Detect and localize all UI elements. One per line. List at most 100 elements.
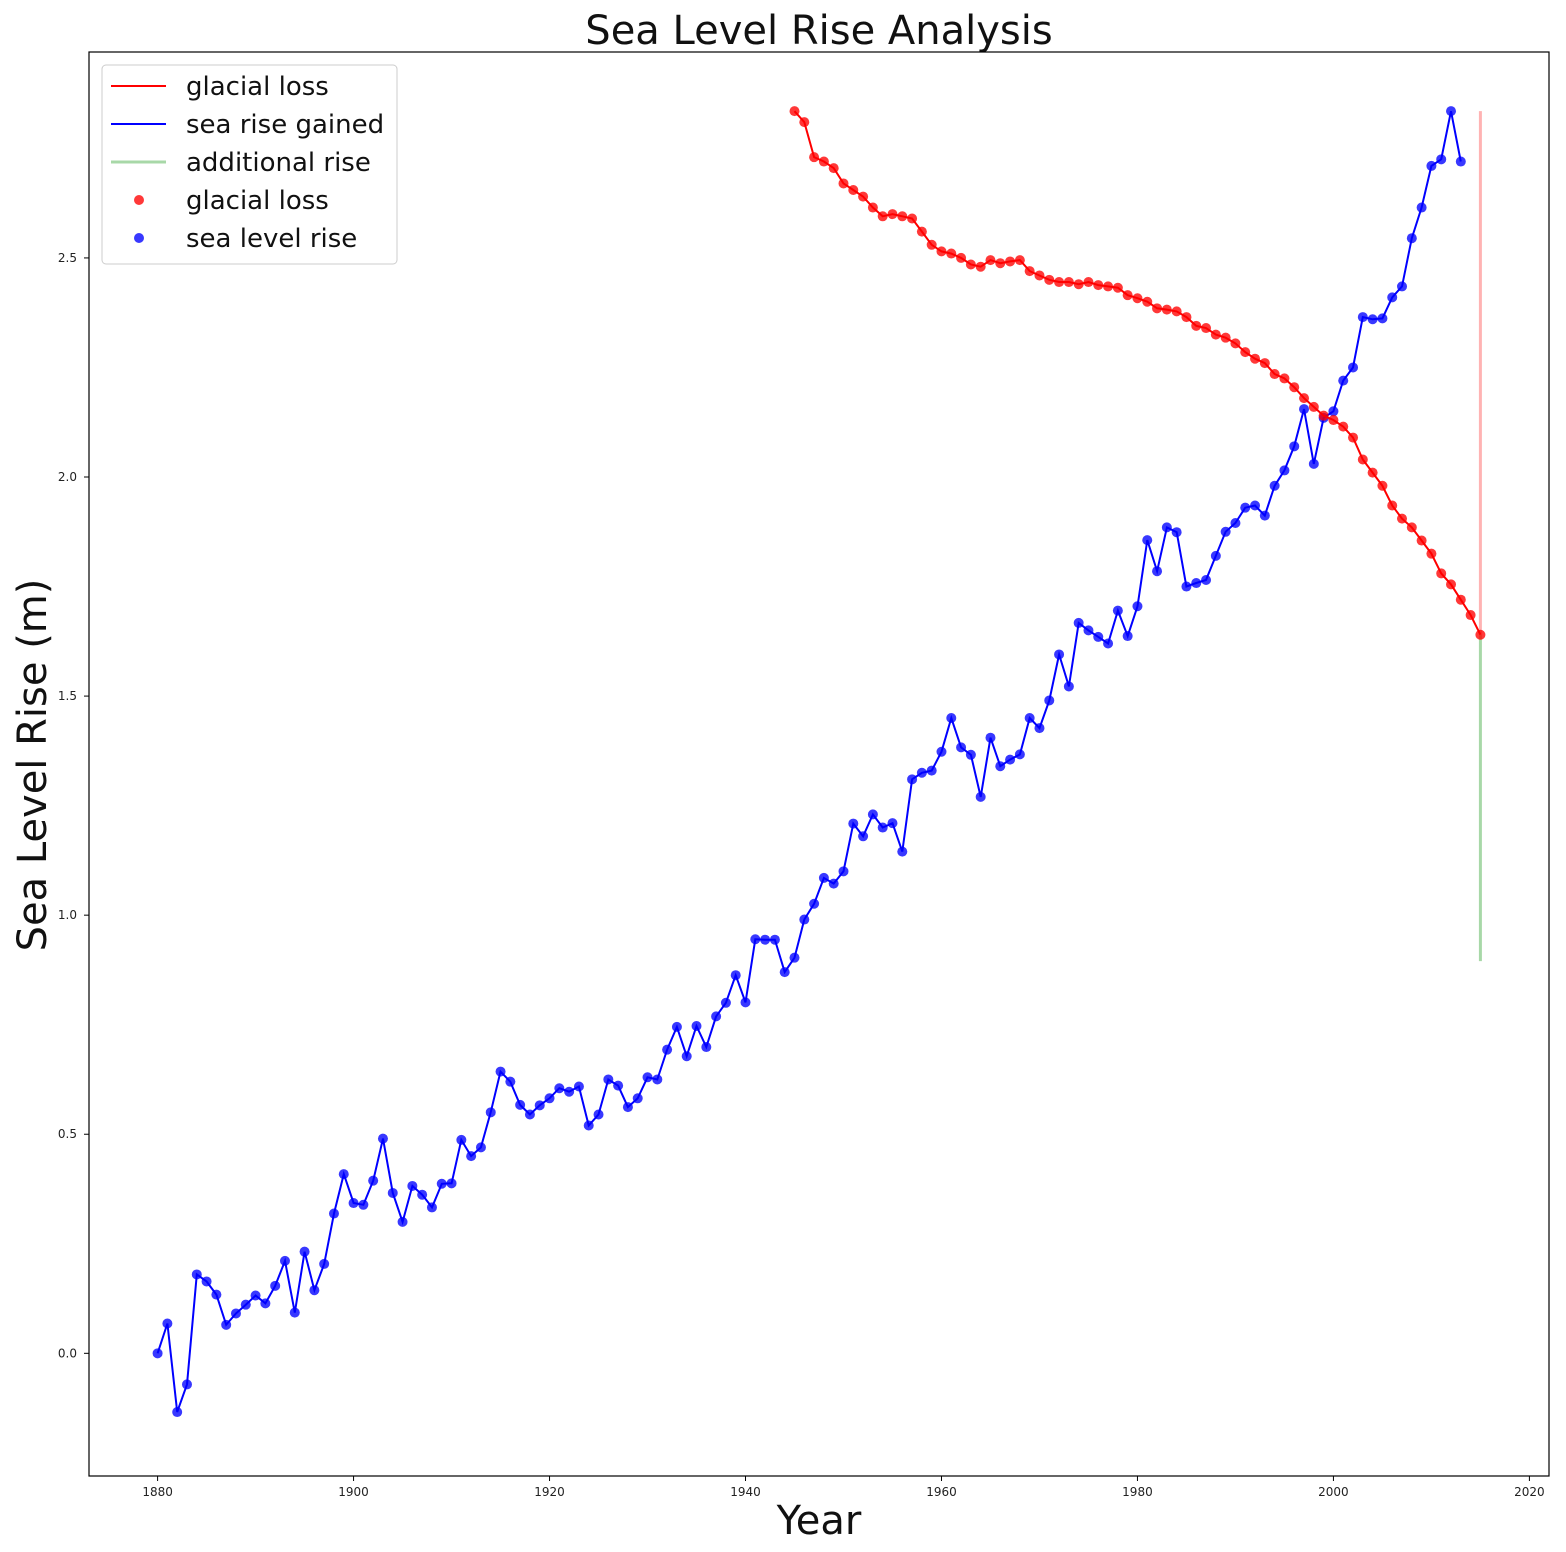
sea-level-rise-point: [1455, 156, 1466, 167]
legend-label: glacial loss: [186, 72, 329, 102]
glacial-loss-point: [848, 185, 859, 196]
glacial-loss-point: [877, 211, 888, 222]
sea-level-rise-point: [1397, 281, 1408, 292]
glacial-loss-point: [1455, 594, 1466, 605]
sea-level-rise-point: [152, 1348, 163, 1359]
sea-level-rise-point: [1112, 605, 1123, 616]
sea-level-rise-point: [397, 1216, 408, 1227]
sea-level-rise-point: [867, 809, 878, 820]
sea-level-rise-point: [1210, 550, 1221, 561]
sea-level-rise-point: [1289, 441, 1300, 452]
sea-level-rise-point: [1132, 601, 1143, 612]
glacial-loss-point: [818, 156, 829, 167]
sea-level-rise-point: [466, 1151, 477, 1162]
sea-level-rise-point: [760, 934, 771, 945]
sea-level-rise-point: [995, 761, 1006, 772]
sea-level-rise-point: [750, 934, 761, 945]
sea-level-rise-point: [1220, 526, 1231, 537]
legend-box: [101, 64, 398, 265]
sea-level-rise-point: [848, 818, 859, 829]
sea-level-rise-point: [799, 914, 810, 925]
sea-level-rise-point: [1279, 465, 1290, 476]
glacial-loss-point: [897, 211, 908, 222]
glacial-loss-point: [1299, 393, 1310, 404]
sea-level-rise-point: [1377, 313, 1388, 324]
sea-level-rise-point: [417, 1189, 428, 1200]
sea-level-rise-point: [622, 1102, 633, 1113]
glacial-loss-point: [995, 258, 1006, 269]
sea-level-rise-point: [1240, 502, 1251, 513]
sea-level-rise-point: [524, 1109, 535, 1120]
sea-level-rise-point: [1308, 458, 1319, 469]
chart-title: Sea Level Rise Analysis: [585, 8, 1052, 54]
sea-level-rise-point: [769, 934, 780, 945]
sea-level-rise-point: [975, 791, 986, 802]
sea-level-rise-point: [809, 898, 820, 909]
sea-level-rise-point: [1063, 681, 1074, 692]
sea-level-rise-point: [211, 1289, 222, 1300]
sea-level-rise-point: [828, 878, 839, 889]
plot-marks: [152, 106, 1486, 1418]
sea-level-rise-point: [858, 831, 869, 842]
sea-level-rise-point: [289, 1307, 300, 1318]
glacial-loss-point: [1044, 274, 1055, 285]
x-tick-label: 2020: [1514, 1485, 1545, 1499]
sea-level-rise-point: [1259, 510, 1270, 521]
sea-level-rise-point: [250, 1290, 261, 1301]
x-tick-label: 1880: [142, 1485, 173, 1499]
sea-level-rise-point: [907, 774, 918, 785]
glacial-loss-point: [1465, 610, 1476, 621]
sea-level-rise-point: [260, 1298, 271, 1309]
y-tick-label: 2.5: [58, 251, 77, 265]
sea-level-rise-point: [279, 1255, 290, 1266]
glacial-loss-point: [1416, 535, 1427, 546]
sea-level-rise-point: [1416, 202, 1427, 213]
glacial-loss-point: [1191, 320, 1202, 331]
sea-level-rise-point: [1054, 649, 1065, 660]
glacial-loss-point: [1073, 279, 1084, 290]
glacial-loss-point: [1397, 513, 1408, 524]
sea-level-rise-point: [240, 1299, 251, 1310]
sea-level-rise-point: [534, 1100, 545, 1111]
sea-level-rise-point: [985, 732, 996, 743]
y-tick-label: 1.0: [58, 908, 77, 922]
glacial-loss-point: [1083, 277, 1094, 288]
sea-level-rise-point: [1024, 712, 1035, 723]
sea-level-rise-point: [1034, 723, 1045, 734]
sea-level-rise-point: [309, 1285, 320, 1296]
sea-level-rise-point: [270, 1280, 281, 1291]
glacial-loss-point: [789, 106, 800, 117]
sea-level-rise-point: [671, 1021, 682, 1032]
sea-level-rise-point: [916, 767, 927, 778]
sea-level-rise-point: [887, 818, 898, 829]
sea-level-rise-point: [662, 1044, 673, 1055]
sea-level-rise-point: [299, 1246, 310, 1257]
x-tick-label: 1920: [534, 1485, 565, 1499]
sea-level-rise-point: [1338, 375, 1349, 386]
sea-level-rise-point: [1367, 314, 1378, 325]
y-tick-label: 2.0: [58, 470, 77, 484]
sea-level-rise-point: [946, 712, 957, 723]
glacial-loss-point: [1377, 480, 1388, 491]
sea-level-rise-point: [730, 970, 741, 981]
glacial-loss-point: [838, 178, 849, 189]
glacial-loss-point: [1269, 369, 1280, 380]
sea-level-rise-point: [181, 1379, 192, 1390]
glacial-loss-point: [1279, 373, 1290, 384]
sea-level-rise-point: [926, 765, 937, 776]
sea-level-rise-point: [436, 1178, 447, 1189]
sea-level-rise-point: [191, 1269, 202, 1280]
sea-level-rise-point: [838, 866, 849, 877]
glacial-loss-point: [1240, 347, 1251, 358]
sea-level-rise-point: [1093, 631, 1104, 642]
sea-level-rise-point: [387, 1187, 398, 1198]
axis-ticks: 1880 1900 1920 1940 1960 1980 2000 2020 0.0 0.5 1.…: [58, 251, 1545, 1499]
glacial-loss-point: [1034, 270, 1045, 281]
legend-marker-swatch: [134, 233, 144, 243]
glacial-loss-point: [1259, 358, 1270, 369]
glacial-loss-point: [1063, 277, 1074, 288]
sea-level-rise-point: [162, 1318, 173, 1329]
sea-level-rise-point: [407, 1180, 418, 1191]
sea-level-rise-point: [358, 1199, 369, 1210]
